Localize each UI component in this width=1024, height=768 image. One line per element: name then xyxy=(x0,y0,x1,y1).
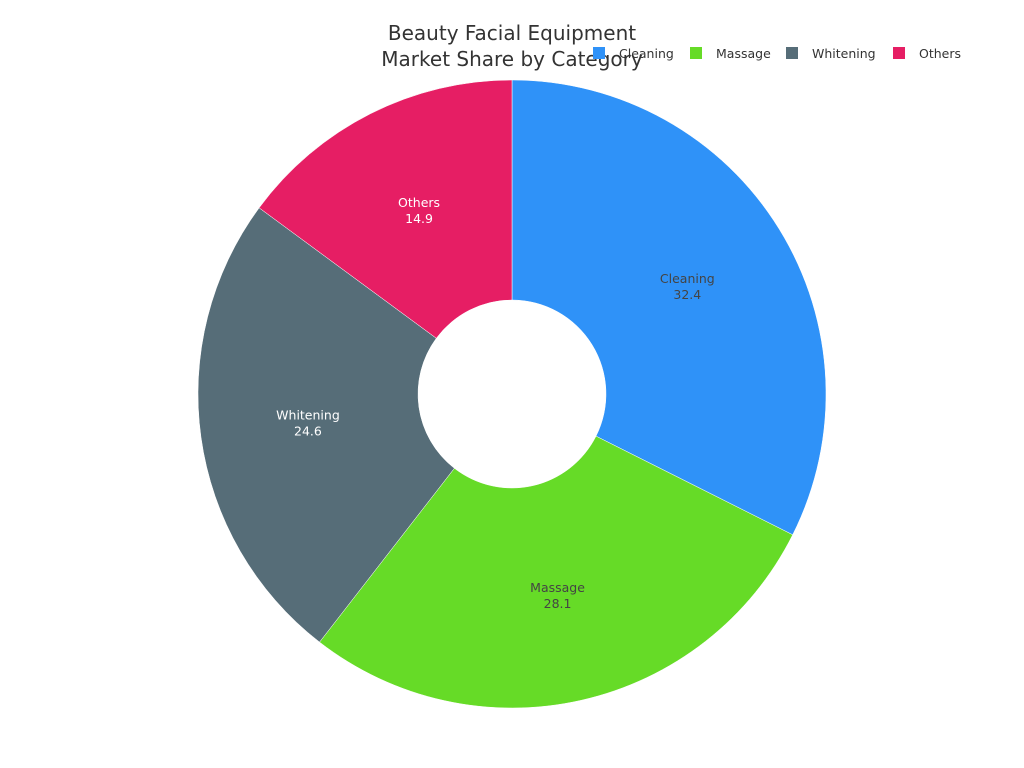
legend-label-others[interactable]: Others xyxy=(919,46,961,61)
legend-swatch-others[interactable] xyxy=(893,47,905,59)
pie-slice-whitening xyxy=(197,207,455,643)
slice-label-value-others: 14.9 xyxy=(405,211,433,226)
legend-label-massage[interactable]: Massage xyxy=(716,46,771,61)
slice-label-name-whitening: Whitening xyxy=(276,407,340,422)
slice-label-name-cleaning: Cleaning xyxy=(660,271,715,286)
slices-layer xyxy=(197,79,827,709)
pie-slice-cleaning xyxy=(511,79,827,536)
slice-label-name-others: Others xyxy=(398,195,440,210)
legend-label-whitening[interactable]: Whitening xyxy=(812,46,876,61)
legend-swatch-cleaning[interactable] xyxy=(593,47,605,59)
legend: Cleaning Massage Whitening Others xyxy=(593,46,961,61)
legend-swatch-massage[interactable] xyxy=(690,47,702,59)
slice-label-name-massage: Massage xyxy=(530,580,585,595)
slice-label-value-whitening: 24.6 xyxy=(294,423,322,438)
legend-swatch-whitening[interactable] xyxy=(786,47,798,59)
pie-slice-others xyxy=(258,79,513,339)
chart-title: Beauty Facial Equipment Market Share by … xyxy=(381,21,643,71)
pie-slice-massage xyxy=(319,435,794,709)
slice-label-value-cleaning: 32.4 xyxy=(673,287,701,302)
chart-title-line-1: Beauty Facial Equipment xyxy=(388,21,636,45)
slice-label-value-massage: 28.1 xyxy=(544,596,572,611)
legend-label-cleaning[interactable]: Cleaning xyxy=(619,46,674,61)
